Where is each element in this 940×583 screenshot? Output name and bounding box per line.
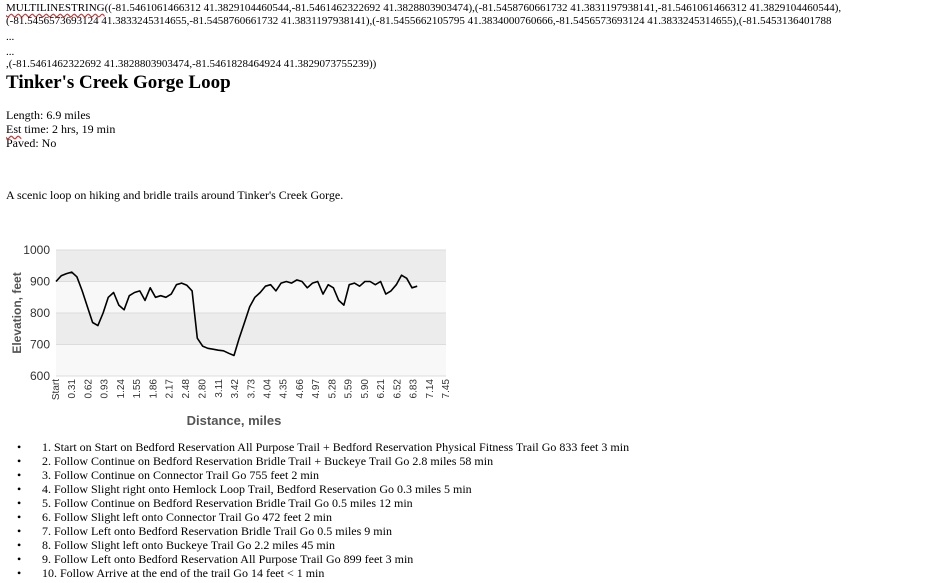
- chart-bands: [56, 250, 446, 376]
- trail-title: Tinker's Creek Gorge Loop: [6, 72, 231, 93]
- directions-list: 1. Start on Start on Bedford Reservation…: [0, 440, 629, 580]
- direction-step: 5. Follow Continue on Bedford Reservatio…: [0, 496, 629, 510]
- x-tick-label: 7.45: [441, 379, 452, 399]
- direction-step: 9. Follow Left onto Bedford Reservation …: [0, 552, 629, 566]
- direction-step: 2. Follow Continue on Bedford Reservatio…: [0, 454, 629, 468]
- x-tick-labels: Start 0.31 0.62 0.93 1.24 1.55 1.86 2.17 2.48 2.8…: [51, 379, 452, 401]
- multilinestring-keyword: MULTILINESTRING: [6, 2, 105, 14]
- y-axis-label: Elevation, feet: [10, 272, 24, 353]
- trail-description: A scenic loop on hiking and bridle trail…: [6, 188, 344, 202]
- x-tick-label: 1.24: [116, 379, 127, 399]
- y-tick-label: 600: [30, 369, 50, 383]
- direction-step: 1. Start on Start on Bedford Reservation…: [0, 440, 629, 454]
- elevation-chart: 600 700 800 900 1000 Start 0.31 0.62 0.93 1.24 1.…: [10, 243, 452, 428]
- direction-step: 3. Follow Continue on Connector Trail Go…: [0, 468, 629, 482]
- x-tick-label: 0.31: [67, 379, 78, 399]
- x-tick-label: 7.14: [425, 379, 436, 399]
- geometry-line-1: MULTILINESTRING((-81.5461061466312 41.38…: [6, 2, 934, 15]
- x-tick-label: 5.59: [344, 379, 355, 399]
- geometry-line-2: (-81.5456573693124 41.3833245314655,-81.…: [6, 15, 832, 27]
- geometry-ellipsis-1: ...: [6, 31, 15, 43]
- y-tick-label: 1000: [23, 243, 50, 257]
- x-tick-label: 1.55: [132, 379, 143, 399]
- elevation-series-line: [55, 271, 418, 357]
- trail-paved: Paved: No: [6, 136, 57, 150]
- direction-step: 4. Follow Slight right onto Hemlock Loop…: [0, 482, 629, 496]
- x-tick-label: 6.52: [392, 379, 403, 399]
- est-label: Est: [6, 122, 22, 136]
- direction-step: 7. Follow Left onto Bedford Reservation …: [0, 524, 629, 538]
- geometry-ellipsis-2: ...: [6, 46, 15, 58]
- x-tick-label: 2.80: [198, 379, 209, 399]
- geometry-line-last: ,(-81.5461462322692 41.3828803903474,-81…: [6, 58, 377, 70]
- y-tick-label: 700: [30, 338, 50, 352]
- x-tick-label: 5.28: [327, 379, 338, 399]
- x-tick-label: 3.11: [214, 379, 225, 398]
- chart-band: [56, 344, 446, 376]
- x-tick-label: 6.21: [376, 379, 387, 399]
- x-tick-label: 1.86: [148, 379, 159, 399]
- trail-meta: Length: 6.9 miles Est time: 2 hrs, 19 mi…: [6, 108, 115, 150]
- direction-step: 6. Follow Slight left onto Connector Tra…: [0, 510, 629, 524]
- est-time-value: time: 2 hrs, 19 min: [21, 122, 116, 136]
- trail-est-time: Est time: 2 hrs, 19 min: [6, 122, 115, 136]
- x-tick-label: 2.17: [165, 379, 176, 399]
- direction-step: 8. Follow Slight left onto Buckeye Trail…: [0, 538, 629, 552]
- trail-length: Length: 6.9 miles: [6, 108, 91, 122]
- x-tick-label: 5.90: [360, 379, 371, 399]
- geometry-wkt-text: MULTILINESTRING((-81.5461061466312 41.38…: [6, 2, 934, 28]
- x-tick-label: 2.48: [181, 379, 192, 399]
- x-tick-label: 3.42: [230, 379, 241, 399]
- x-tick-label: 4.97: [311, 379, 322, 399]
- chart-band: [56, 313, 446, 345]
- chart-band: [56, 250, 446, 282]
- x-axis-label: Distance, miles: [187, 413, 282, 428]
- x-tick-label: 4.66: [295, 379, 306, 399]
- chart-band: [56, 281, 446, 313]
- x-tick-label: 4.04: [262, 379, 273, 399]
- y-tick-label: 800: [30, 306, 50, 320]
- x-tick-label: 0.93: [100, 379, 111, 399]
- x-tick-label: 6.83: [409, 379, 420, 399]
- x-tick-label: 3.73: [246, 379, 257, 399]
- geometry-line-1-rest: ((-81.5461061466312 41.3829104460544,-81…: [104, 2, 842, 14]
- direction-step: 10. Follow Arrive at the end of the trai…: [0, 566, 629, 580]
- x-tick-label: 4.35: [279, 379, 290, 399]
- x-tick-label: Start: [51, 379, 62, 400]
- y-tick-labels: 600 700 800 900 1000: [23, 243, 50, 383]
- x-tick-label: 0.62: [83, 379, 94, 399]
- y-tick-label: 900: [30, 275, 50, 289]
